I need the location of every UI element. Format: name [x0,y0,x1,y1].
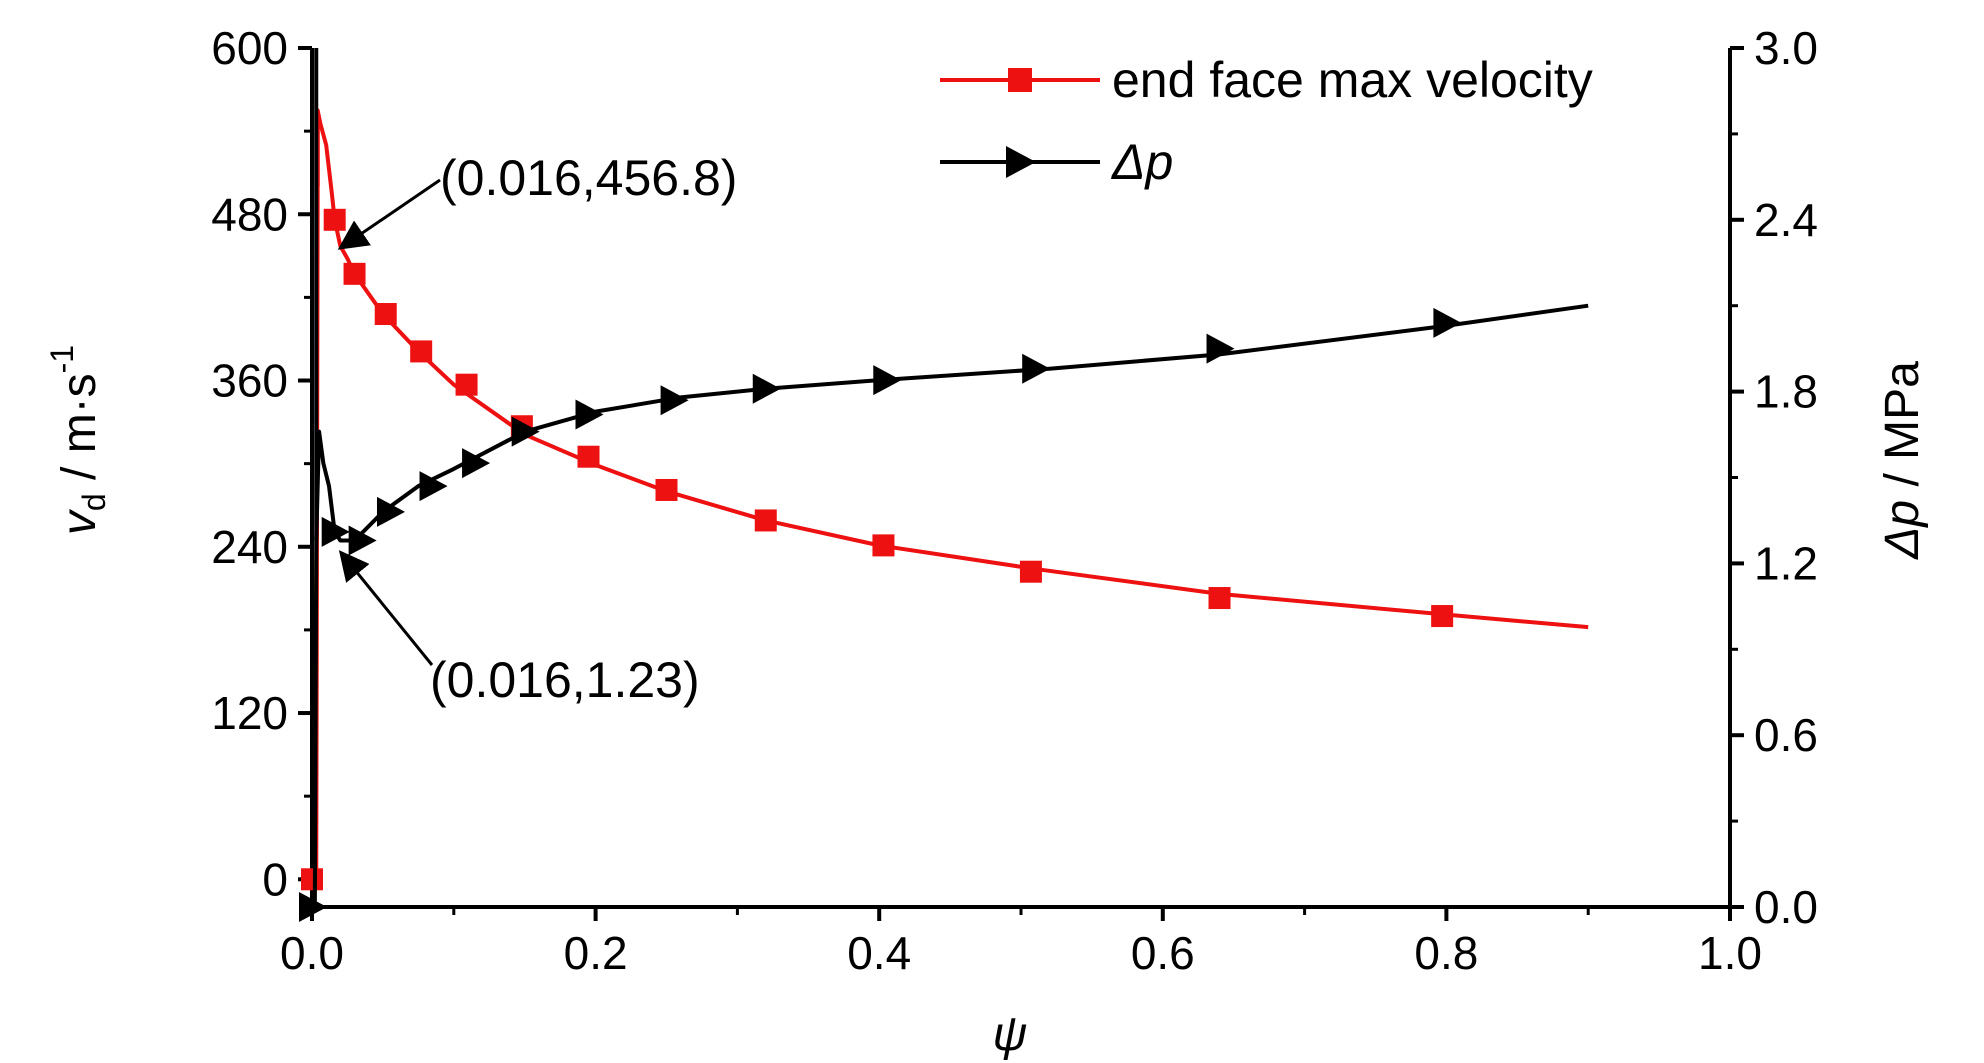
legend: end face max velocity Δp [940,52,1593,190]
data-point-square [1019,560,1042,583]
data-point-square [1431,605,1454,628]
annotations: (0.016,456.8) (0.016,1.23) [337,150,737,708]
data-point-triangle [1022,353,1051,384]
data-point-triangle [1433,307,1462,338]
legend-label-dp: Δp [1111,134,1173,190]
x-tick-label: 0.8 [1414,927,1478,979]
data-point-square [374,303,397,326]
data-point-triangle [376,496,405,527]
left-y-axis-ticks: 0 120 240 360 480 600 [211,22,312,905]
series-end-face-max-velocity [301,108,1589,891]
left-y-tick-label: 360 [211,355,288,407]
data-point-triangle [299,892,327,922]
left-y-axis-title-main: v [53,508,106,535]
annotation-label: (0.016,456.8) [440,150,737,206]
left-y-tick-label: 480 [211,188,288,240]
x-tick-label: 0.0 [280,927,344,979]
left-y-axis-title-unit: / m·s [53,373,106,493]
left-y-tick-label: 600 [211,22,288,74]
data-point-square [455,373,478,396]
right-y-axis-title-unit: / MPa [1876,361,1929,500]
right-y-tick-label: 1.2 [1754,537,1818,589]
x-axis-ticks: 0.0 0.2 0.4 0.6 0.8 1.0 [280,907,1762,979]
right-y-tick-label: 0.0 [1754,881,1818,933]
data-point-square [323,208,346,231]
x-tick-label: 0.2 [564,927,628,979]
annotation-arrow [338,550,434,666]
data-point-square [343,262,366,285]
right-y-axis-title-main: Δp [1876,500,1929,560]
data-point-square [577,445,600,468]
left-y-tick-label: 0 [262,853,288,905]
x-tick-label: 0.6 [1131,927,1195,979]
right-y-axis-ticks: 0.0 0.6 1.2 1.8 2.4 3.0 [1730,22,1818,933]
data-point-triangle [321,516,350,547]
data-point-triangle [752,373,781,404]
x-tick-label: 0.4 [847,927,911,979]
x-axis-title: ψ [993,1008,1028,1061]
legend-label-velocity: end face max velocity [1112,52,1593,108]
annotation-label: (0.016,1.23) [430,652,700,708]
legend-swatch-marker-dp [1006,146,1036,178]
annotation-arrow [337,178,441,250]
data-point-triangle [575,399,604,430]
data-point-triangle [462,448,491,479]
data-point-triangle [660,385,689,416]
legend-swatch-marker-velocity [1008,68,1032,92]
data-point-triangle [511,416,540,447]
left-y-axis-title-sup: -1 [44,345,80,373]
data-point-square [754,509,777,532]
right-y-tick-label: 3.0 [1754,22,1818,74]
left-y-axis-title: vd / m·s-1 [44,345,112,535]
left-y-axis-title-sub: d [76,493,112,511]
series-layer [299,48,1589,922]
x-tick-label: 1.0 [1698,927,1762,979]
data-point-square [410,340,433,363]
data-point-square [655,478,678,501]
data-point-triangle [348,525,377,556]
right-y-axis-title: Δp / MPa [1876,361,1929,560]
data-point-triangle [873,365,902,396]
data-point-square [301,868,323,891]
right-y-tick-label: 2.4 [1754,194,1818,246]
right-y-tick-label: 0.6 [1754,709,1818,761]
data-point-square [872,534,895,557]
data-point-square [1208,587,1231,610]
left-y-tick-label: 240 [211,521,288,573]
series-delta-p [299,48,1589,922]
data-point-triangle [419,471,448,502]
data-point-triangle [1206,333,1235,364]
left-y-tick-label: 120 [211,687,288,739]
right-y-tick-label: 1.8 [1754,366,1818,418]
